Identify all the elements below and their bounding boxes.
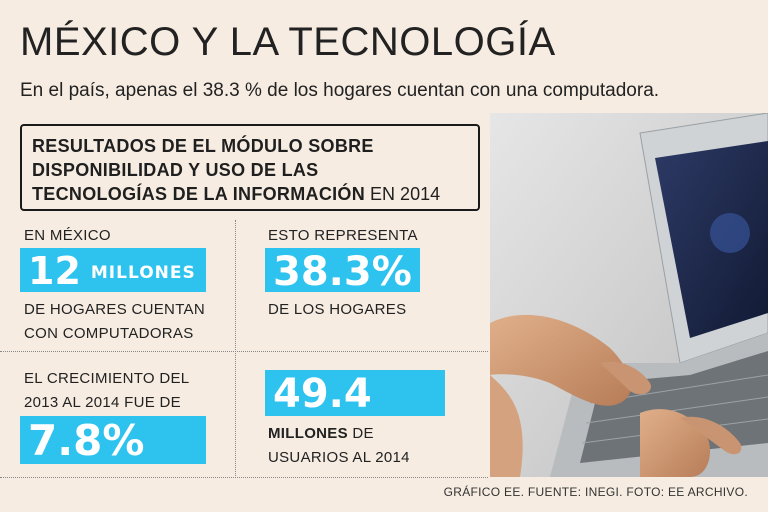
divider-horizontal bbox=[0, 351, 488, 352]
users-desc-1: MILLONES DE bbox=[268, 425, 374, 442]
box-line-1: RESULTADOS DE EL MÓDULO SOBRE bbox=[32, 136, 374, 156]
mexico-desc-1: DE HOGARES CUENTAN bbox=[24, 301, 205, 318]
photo-credit: GRÁFICO EE. FUENTE: INEGI. FOTO: EE ARCH… bbox=[443, 485, 748, 499]
module-header-box: RESULTADOS DE EL MÓDULO SOBRE DISPONIBIL… bbox=[20, 124, 480, 211]
represent-value: 38.3% bbox=[265, 248, 420, 292]
growth-label-1: EL CRECIMIENTO DEL bbox=[24, 370, 190, 387]
box-line-3: TECNOLOGÍAS DE LA INFORMACIÓN EN 2014 bbox=[32, 182, 468, 206]
users-desc-1-rest: DE bbox=[352, 425, 374, 442]
users-desc-1-bold: MILLONES bbox=[268, 425, 348, 442]
users-value: 49.4 bbox=[265, 370, 445, 416]
page-subtitle: En el país, apenas el 38.3 % de los hoga… bbox=[20, 80, 660, 101]
represent-desc: DE LOS HOGARES bbox=[268, 301, 407, 318]
growth-label-2: 2013 AL 2014 FUE DE bbox=[24, 394, 181, 411]
laptop-photo bbox=[490, 113, 768, 477]
growth-value: 7.8% bbox=[20, 416, 206, 464]
mexico-value-block: 12 MILLONES bbox=[20, 248, 206, 292]
represent-label: ESTO REPRESENTA bbox=[268, 227, 418, 244]
mexico-value: 12 bbox=[28, 249, 81, 293]
laptop-illustration bbox=[490, 113, 768, 477]
page-title: MÉXICO Y LA TECNOLOGÍA bbox=[20, 20, 556, 64]
mexico-label: EN MÉXICO bbox=[24, 227, 111, 244]
box-line-2: DISPONIBILIDAD Y USO DE LAS bbox=[32, 160, 319, 180]
users-desc-2: USUARIOS AL 2014 bbox=[268, 449, 410, 466]
divider-bottom bbox=[0, 477, 488, 478]
box-line-3-year: EN 2014 bbox=[370, 184, 441, 204]
mexico-unit: MILLONES bbox=[90, 263, 196, 283]
mexico-desc-2: CON COMPUTADORAS bbox=[24, 325, 194, 342]
box-line-3-bold: TECNOLOGÍAS DE LA INFORMACIÓN bbox=[32, 184, 366, 204]
divider-vertical bbox=[235, 220, 236, 478]
